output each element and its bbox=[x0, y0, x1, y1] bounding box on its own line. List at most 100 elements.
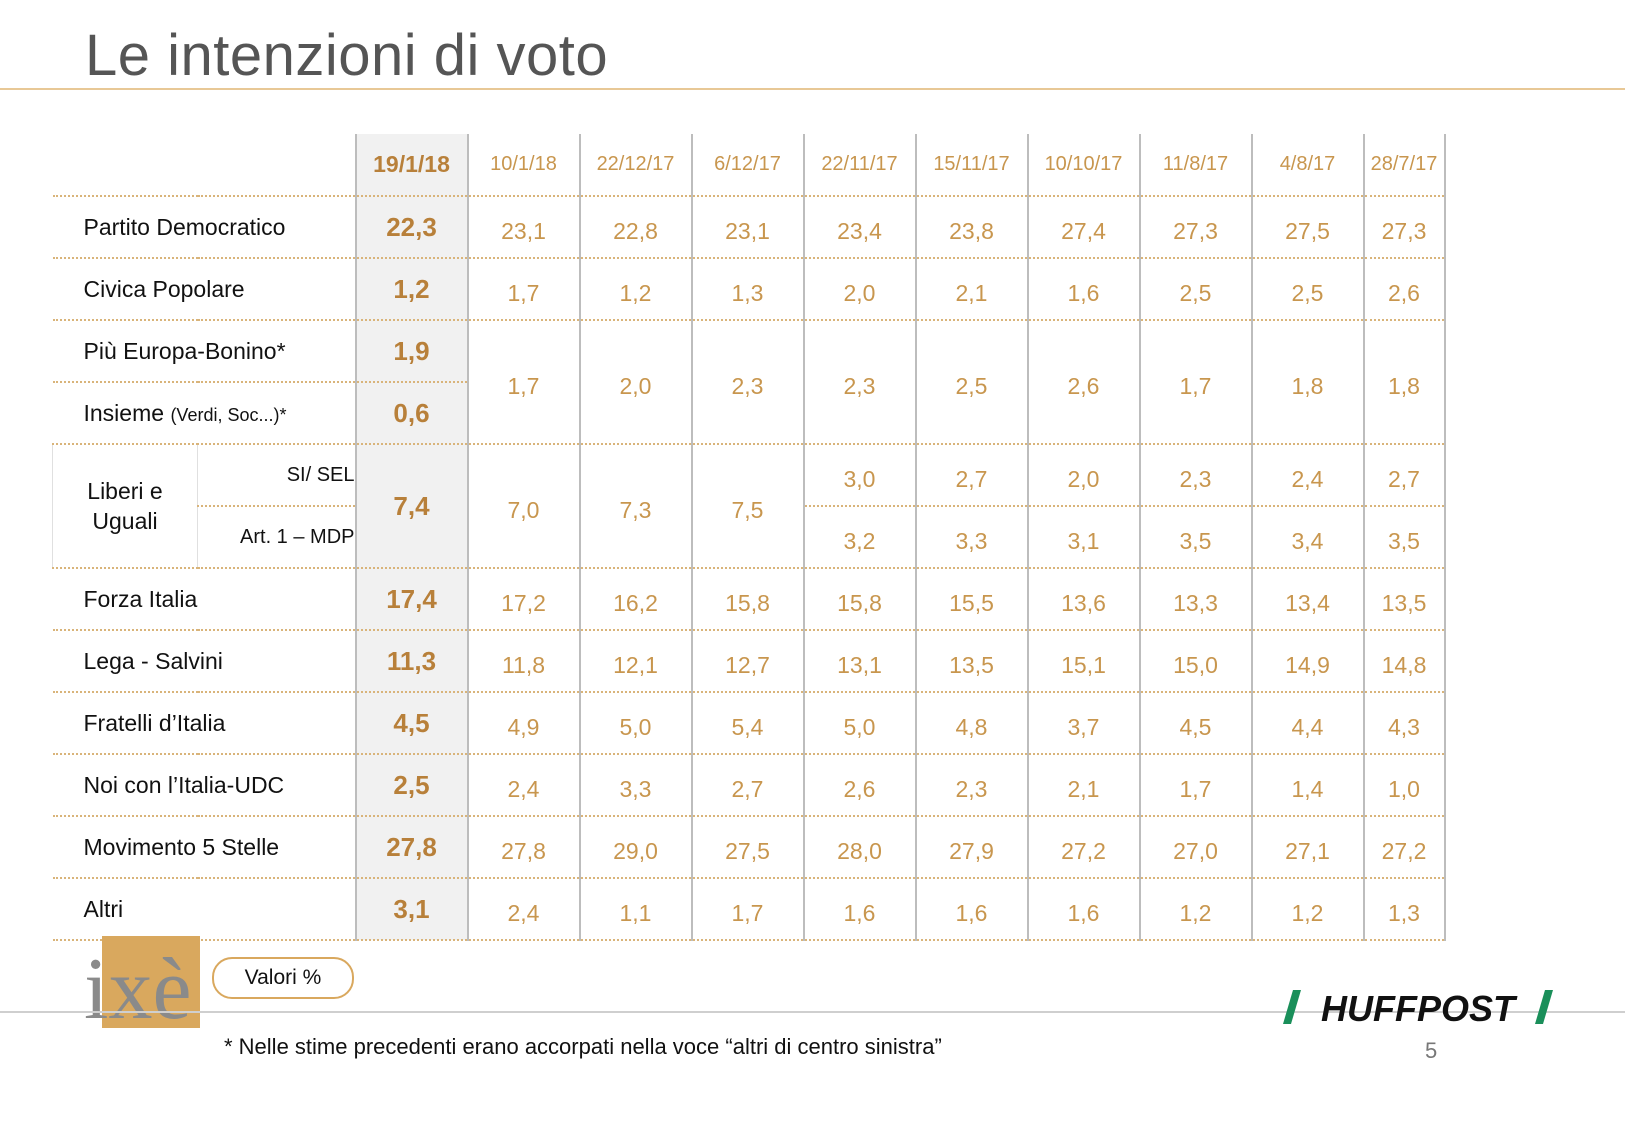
value-cell: 4,5 bbox=[1139, 692, 1253, 755]
spacer bbox=[1445, 568, 1532, 630]
value-cell: 29,0 bbox=[579, 816, 693, 879]
table-row: Partito Democratico 22,3 23,1 22,8 23,1 … bbox=[52, 196, 1532, 259]
date-header: 10/1/18 bbox=[467, 134, 581, 197]
table-row: Civica Popolare 1,2 1,7 1,2 1,3 2,0 2,1 … bbox=[52, 258, 1532, 321]
value-cell: 15,0 bbox=[1139, 630, 1253, 693]
value-cell: 1,6 bbox=[1027, 878, 1141, 941]
value-cell: 27,2 bbox=[1027, 816, 1141, 879]
spacer bbox=[1445, 382, 1532, 444]
value-cell: 3,3 bbox=[915, 506, 1029, 569]
merged-value-cell: 2,3 bbox=[691, 320, 805, 445]
value-cell: 1,0 bbox=[1363, 754, 1446, 817]
value-cell: 27,5 bbox=[691, 816, 805, 879]
current-value: 3,1 bbox=[354, 878, 469, 941]
current-value: 4,5 bbox=[354, 692, 469, 755]
value-cell: 1,6 bbox=[1027, 258, 1141, 321]
current-value: 17,4 bbox=[354, 568, 469, 631]
value-cell: 1,2 bbox=[1139, 878, 1253, 941]
page-number: 5 bbox=[1425, 1038, 1438, 1063]
party-label: Partito Democratico bbox=[52, 196, 356, 259]
party-label-note: (Verdi, Soc...)* bbox=[170, 404, 287, 425]
value-cell: 4,9 bbox=[467, 692, 581, 755]
value-cell: 3,3 bbox=[579, 754, 693, 817]
value-cell: 3,7 bbox=[1027, 692, 1141, 755]
value-cell: 2,6 bbox=[1363, 258, 1446, 321]
merged-value-cell: 2,0 bbox=[579, 320, 693, 445]
value-cell: 1,4 bbox=[1251, 754, 1365, 817]
date-header: 15/11/17 bbox=[915, 134, 1029, 197]
date-header: 4/8/17 bbox=[1251, 134, 1365, 197]
spacer bbox=[1445, 878, 1532, 940]
merged-value-cell: 1,8 bbox=[1251, 320, 1365, 445]
value-cell: 14,8 bbox=[1363, 630, 1446, 693]
value-cell: 2,7 bbox=[1363, 444, 1446, 507]
table-row: Liberi e Uguali SI/ SEL 7,4 7,0 7,3 7,5 … bbox=[52, 443, 1532, 569]
value-cell: 27,9 bbox=[915, 816, 1029, 879]
value-cell: 3,1 bbox=[1027, 506, 1141, 569]
value-cell: 13,5 bbox=[915, 630, 1029, 693]
value-cell: 23,4 bbox=[803, 196, 917, 259]
value-cell: 13,3 bbox=[1139, 568, 1253, 631]
merged-value-cell: 2,6 bbox=[1027, 320, 1141, 445]
current-value: 27,8 bbox=[354, 816, 469, 879]
value-cell: 23,1 bbox=[467, 196, 581, 259]
date-header-current: 19/1/18 bbox=[354, 134, 469, 197]
page-title: Le intenzioni di voto bbox=[85, 23, 609, 88]
merged-value-cell: 1,7 bbox=[467, 320, 581, 445]
value-cell: 1,3 bbox=[691, 258, 805, 321]
value-cell: 27,3 bbox=[1139, 196, 1253, 259]
party-label: Movimento 5 Stelle bbox=[52, 816, 356, 879]
huffpost-logo: HUFFPOST bbox=[1283, 990, 1553, 1024]
date-header: 10/10/17 bbox=[1027, 134, 1141, 197]
value-cell: 27,3 bbox=[1363, 196, 1446, 259]
group-label-line: Liberi e bbox=[87, 478, 163, 504]
table-row: Più Europa-Bonino* 1,9 1,7 2,0 2,3 2,3 2… bbox=[52, 320, 1532, 445]
value-cell: 5,0 bbox=[803, 692, 917, 755]
footnote: * Nelle stime precedenti erano accorpati… bbox=[224, 1034, 942, 1059]
current-value: 1,9 bbox=[354, 320, 469, 383]
value-cell: 27,1 bbox=[1251, 816, 1365, 879]
spacer bbox=[1445, 196, 1532, 258]
values-unit-badge: Valori % bbox=[212, 957, 354, 999]
table-row: Altri 3,1 2,4 1,1 1,7 1,6 1,6 1,6 1,2 1,… bbox=[52, 878, 1532, 941]
value-cell: 27,4 bbox=[1027, 196, 1141, 259]
value-cell: 2,6 bbox=[803, 754, 917, 817]
party-label: Più Europa-Bonino* bbox=[52, 320, 356, 383]
value-cell: 1,7 bbox=[1139, 754, 1253, 817]
value-cell: 23,1 bbox=[691, 196, 805, 259]
value-cell: 1,7 bbox=[691, 878, 805, 941]
spacer bbox=[1445, 630, 1532, 692]
party-label-main: Insieme bbox=[83, 399, 165, 426]
table-row: Forza Italia 17,4 17,2 16,2 15,8 15,8 15… bbox=[52, 568, 1532, 631]
spacer bbox=[1445, 258, 1532, 320]
value-cell: 3,5 bbox=[1363, 506, 1446, 569]
value-cell: 2,3 bbox=[1139, 444, 1253, 507]
value-cell: 1,6 bbox=[915, 878, 1029, 941]
value-cell: 13,5 bbox=[1363, 568, 1446, 631]
footer-divider bbox=[0, 1011, 1625, 1013]
merged-value-cell: 1,8 bbox=[1363, 320, 1446, 445]
value-cell: 13,4 bbox=[1251, 568, 1365, 631]
value-cell: 3,4 bbox=[1251, 506, 1365, 569]
spacer bbox=[1445, 506, 1532, 568]
date-header: 6/12/17 bbox=[691, 134, 805, 197]
ixe-logo-i: ixè bbox=[84, 941, 192, 1028]
value-cell: 2,3 bbox=[915, 754, 1029, 817]
value-cell: 4,8 bbox=[915, 692, 1029, 755]
spacer bbox=[1445, 754, 1532, 816]
value-cell: 1,1 bbox=[579, 878, 693, 941]
table-row: Insieme (Verdi, Soc...)* 0,6 bbox=[52, 382, 1532, 445]
value-cell: 13,6 bbox=[1027, 568, 1141, 631]
value-cell: 4,4 bbox=[1251, 692, 1365, 755]
value-cell: 15,8 bbox=[691, 568, 805, 631]
value-cell: 2,5 bbox=[1251, 258, 1365, 321]
spacer bbox=[1445, 444, 1532, 506]
value-cell: 2,7 bbox=[915, 444, 1029, 507]
value-cell: 15,8 bbox=[803, 568, 917, 631]
value-cell: 1,2 bbox=[1251, 878, 1365, 941]
value-cell: 2,5 bbox=[1139, 258, 1253, 321]
party-label: Noi con l’Italia-UDC bbox=[52, 754, 356, 817]
table-row: Movimento 5 Stelle 27,8 27,8 29,0 27,5 2… bbox=[52, 816, 1532, 879]
title-divider bbox=[0, 88, 1625, 90]
vote-intentions-table: 19/1/18 10/1/18 22/12/17 6/12/17 22/11/1… bbox=[52, 134, 1532, 941]
